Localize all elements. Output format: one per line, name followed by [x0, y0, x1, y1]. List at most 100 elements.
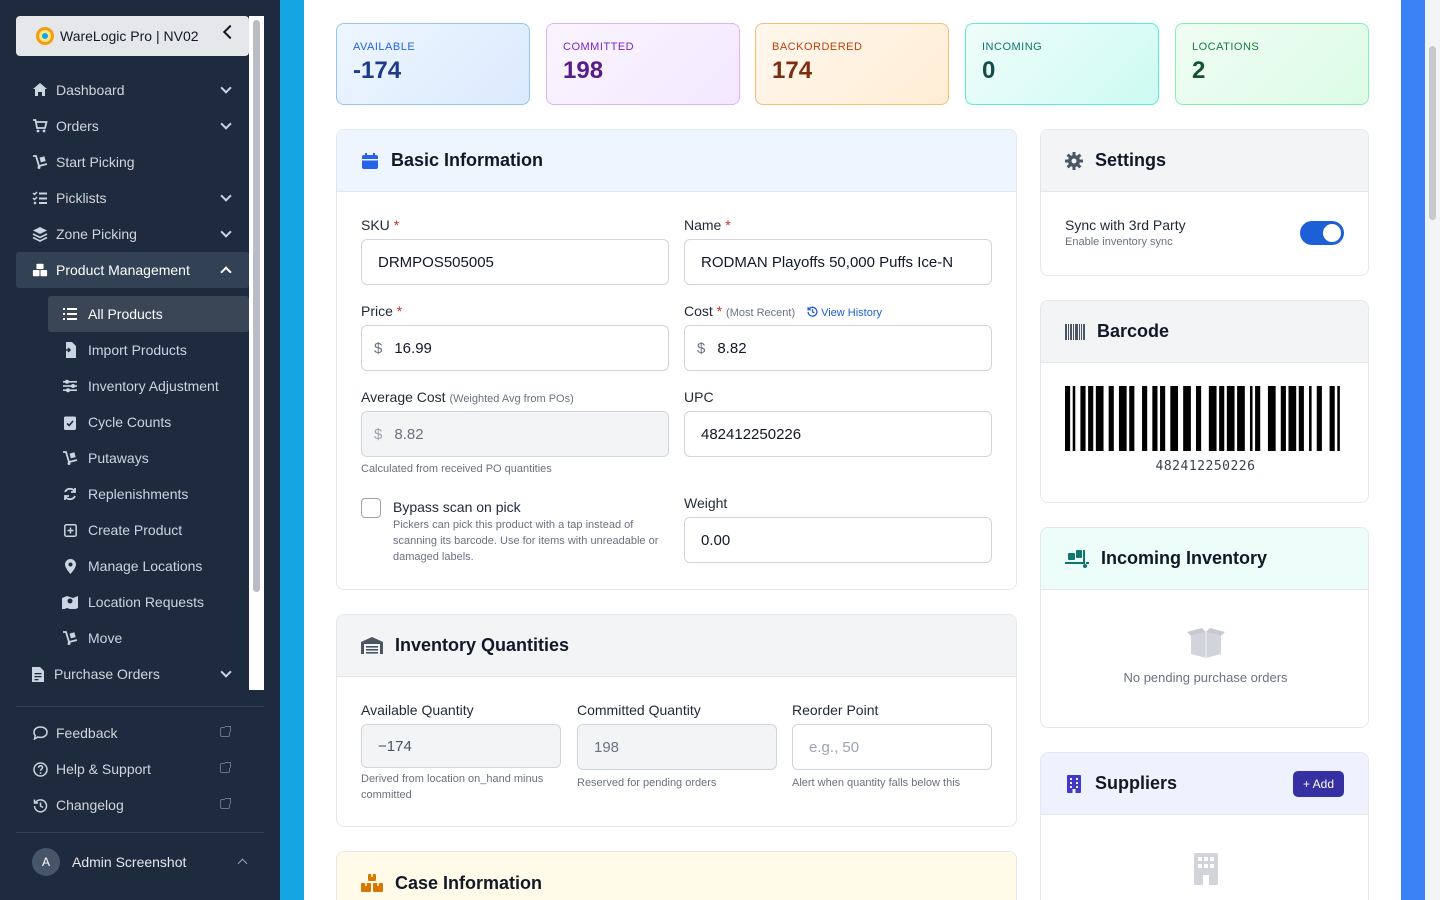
sidebar-subitem-all-products[interactable]: All Products [48, 296, 249, 332]
price-input[interactable]: $ 16.99 [361, 325, 669, 371]
weight-input[interactable]: 0.00 [684, 517, 992, 563]
card-title: Settings [1095, 150, 1167, 170]
barcode-bar [1129, 386, 1135, 451]
committed-quantity-label: Committed Quantity [577, 702, 701, 718]
bypass-scan-label: Bypass scan on pick [393, 499, 521, 515]
sidebar-item-label: Start Picking [56, 154, 135, 170]
barcode-bar [1288, 386, 1297, 451]
sidebar-item-product-management[interactable]: Product Management [16, 252, 249, 288]
add-supplier-button[interactable]: + Add [1292, 771, 1344, 797]
barcode-number: 482412250226 [1155, 459, 1256, 474]
committed-quantity-help: Reserved for pending orders [577, 777, 717, 789]
collapse-sidebar-icon[interactable] [222, 24, 238, 40]
reorder-point-input[interactable]: e.g., 50 [792, 724, 992, 770]
sidebar-subitem-cycle-counts[interactable]: Cycle Counts [48, 404, 249, 440]
sidebar-subitem-manage-locations[interactable]: Manage Locations [48, 548, 249, 584]
name-input[interactable]: RODMAN Playoffs 50,000 Puffs Ice-N [684, 239, 992, 285]
avatar: A [32, 848, 60, 876]
sidebar-item-label: Help & Support [56, 761, 151, 777]
sidebar-item-label: Product Management [56, 262, 190, 278]
barcode-bar [1219, 386, 1225, 451]
barcode-bar [1072, 386, 1076, 451]
sidebar-subitem-import-products[interactable]: Import Products [48, 332, 249, 368]
barcode-bar [1309, 386, 1312, 451]
card-header: Incoming Inventory [1041, 528, 1368, 590]
sidebar-subitem-label: Import Products [88, 342, 187, 358]
sidebar-subitem-putaways[interactable]: Putaways [48, 440, 249, 476]
sidebar-item-help-support[interactable]: Help & Support [16, 751, 249, 787]
brand-switcher[interactable]: WareLogic Pro | NV02 [16, 16, 249, 56]
layers-icon [32, 226, 48, 242]
sidebar-subitem-create-product[interactable]: Create Product [48, 512, 249, 548]
average-cost-label: Average Cost (Weighted Avg from POs) [361, 389, 574, 405]
sidebar-item-label: Feedback [56, 725, 118, 741]
sidebar-subitem-label: Inventory Adjustment [88, 378, 219, 394]
barcode-bar [1142, 386, 1148, 451]
sidebar-item-dashboard[interactable]: Dashboard [16, 72, 249, 108]
available-quantity-input: −174 [361, 724, 561, 768]
sidebar-item-changelog[interactable]: Changelog [16, 787, 249, 823]
card-title: Barcode [1097, 321, 1170, 341]
barcode-icon [1065, 323, 1085, 341]
barcode-bar [1065, 386, 1071, 451]
sidebar-subitem-replenishments[interactable]: Replenishments [48, 476, 249, 512]
sidebar-item-feedback[interactable]: Feedback [16, 715, 249, 751]
sku-input[interactable]: DRMPOS505005 [361, 239, 669, 285]
name-label: Name * [684, 217, 731, 233]
stat-value: 0 [982, 57, 996, 84]
barcode-bar [1088, 386, 1094, 451]
plus-square-icon [62, 522, 78, 538]
stat-label: BACKORDERED [772, 41, 863, 53]
average-cost-value: 8.82 [394, 425, 424, 443]
sidebar-scrollbar-thumb[interactable] [253, 20, 260, 592]
sidebar-item-start-picking[interactable]: Start Picking [16, 144, 249, 180]
stat-committed: COMMITTED 198 [546, 23, 740, 105]
upc-input[interactable]: 482412250226 [684, 411, 992, 457]
sync-toggle[interactable] [1300, 221, 1344, 245]
barcode-bar [1249, 386, 1253, 451]
sku-label: SKU * [361, 217, 400, 233]
truck-loading-icon [1065, 549, 1089, 568]
sidebar-item-orders[interactable]: Orders [16, 108, 249, 144]
bypass-scan-checkbox[interactable] [361, 498, 381, 518]
sidebar-divider [16, 832, 264, 833]
card-header: Case Information [337, 852, 1016, 900]
sidebar-subitem-inventory-adjustment[interactable]: Inventory Adjustment [48, 368, 249, 404]
barcode-image [1065, 386, 1340, 451]
sidebar-subitem-location-requests[interactable]: Location Requests [48, 584, 249, 620]
map-icon [62, 594, 78, 610]
page-scrollbar[interactable] [1425, 0, 1440, 900]
sidebar-subitem-label: Putaways [88, 450, 149, 466]
barcode-bar [1152, 386, 1158, 451]
suppliers-card: Suppliers + Add [1040, 752, 1369, 900]
user-menu[interactable]: A Admin Screenshot [16, 844, 264, 880]
chevron-up-icon [237, 858, 248, 869]
currency-symbol: $ [374, 339, 383, 357]
cost-input[interactable]: $ 8.82 [684, 325, 992, 371]
sliders-icon [62, 378, 78, 394]
sidebar-divider [16, 706, 264, 707]
stat-value: 174 [772, 57, 813, 84]
refresh-icon [62, 486, 78, 502]
sidebar-item-picklists[interactable]: Picklists [16, 180, 249, 216]
barcode-bar [1255, 386, 1261, 451]
settings-card: Settings Sync with 3rd Party Enable inve… [1040, 129, 1369, 276]
barcode-bar [1280, 386, 1286, 451]
question-circle-icon [32, 761, 48, 777]
sidebar-subitem-move[interactable]: Move [48, 620, 249, 656]
sidebar-subitem-label: All Products [88, 306, 163, 322]
sidebar-item-purchase-orders[interactable]: Purchase Orders [16, 656, 249, 690]
boxes-icon [361, 874, 383, 892]
barcode-bar [1183, 386, 1191, 451]
stat-label: LOCATIONS [1192, 41, 1260, 53]
page-scrollbar-thumb[interactable] [1429, 46, 1436, 220]
empty-box-icon [1187, 628, 1225, 663]
brand-logo-icon [36, 27, 54, 45]
stat-value: 2 [1192, 57, 1206, 84]
card-header: Barcode [1041, 301, 1368, 363]
sidebar-item-zone-picking[interactable]: Zone Picking [16, 216, 249, 252]
view-history-link[interactable]: View History [807, 306, 882, 319]
sidebar-subitem-label: Location Requests [88, 594, 204, 610]
barcode-bar [1267, 386, 1276, 451]
stat-value: -174 [353, 57, 402, 84]
